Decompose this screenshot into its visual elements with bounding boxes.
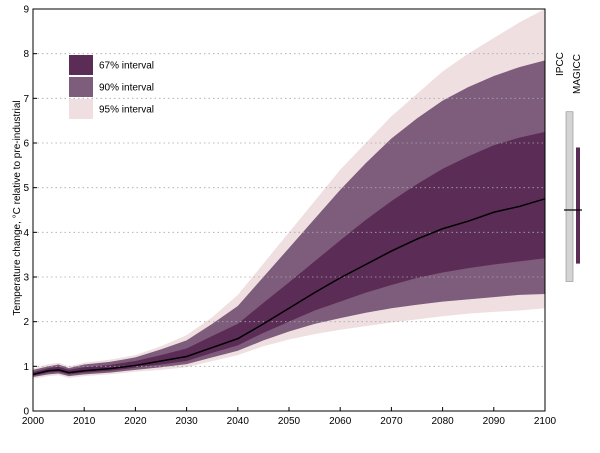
x-tick-label-7: 2070 — [380, 416, 403, 427]
y-tick-label-8: 8 — [23, 49, 29, 60]
y-tick-label-1: 1 — [23, 362, 29, 373]
median-projection — [32, 198, 546, 376]
side-bar-0 — [565, 111, 574, 282]
y-tick-label-4: 4 — [23, 228, 29, 239]
x-tick-label-9: 2090 — [483, 416, 506, 427]
y-tick-label-2: 2 — [23, 317, 29, 328]
side-bar-1 — [576, 147, 580, 264]
x-tick-label-3: 2030 — [175, 416, 198, 427]
x-tick-label-4: 2040 — [227, 416, 250, 427]
y-axis-label: Temperature change, °C relative to pre-i… — [12, 100, 23, 315]
side-range-bars: IPCC MAGICC — [555, 52, 583, 282]
y-tick-label-3: 3 — [23, 273, 29, 284]
x-tick-label-1: 2010 — [73, 416, 96, 427]
axis-ticks: 2000 2010 2020 2030 2040 2050 2060 2070 2080 2090… — [22, 5, 557, 428]
y-tick-label-5: 5 — [23, 183, 29, 194]
x-tick-label-6: 2060 — [329, 416, 352, 427]
legend: 67% interval 90% interval 95% interval — [69, 55, 154, 119]
y-tick-label-7: 7 — [23, 94, 29, 105]
median-line — [32, 198, 546, 376]
side-bar-label-1: MAGICC — [572, 54, 583, 94]
legend-label-1: 90% interval — [99, 83, 154, 94]
side-bar-label-0: IPCC — [555, 52, 566, 76]
interval-bands — [33, 9, 545, 379]
x-tick-label-10: 2100 — [534, 416, 557, 427]
legend-swatch-2 — [69, 99, 93, 119]
y-tick-label-6: 6 — [23, 139, 29, 150]
x-tick-label-5: 2050 — [278, 416, 301, 427]
x-tick-label-0: 2000 — [22, 416, 45, 427]
y-tick-label-9: 9 — [23, 5, 29, 16]
band-1 — [33, 60, 545, 378]
x-tick-label-8: 2080 — [431, 416, 454, 427]
legend-label-0: 67% interval — [99, 61, 154, 72]
legend-label-2: 95% interval — [99, 105, 154, 116]
band-2 — [33, 131, 545, 376]
y-tick-label-0: 0 — [23, 407, 29, 418]
legend-swatch-0 — [69, 55, 93, 75]
legend-swatch-1 — [69, 77, 93, 97]
x-tick-label-2: 2020 — [124, 416, 147, 427]
